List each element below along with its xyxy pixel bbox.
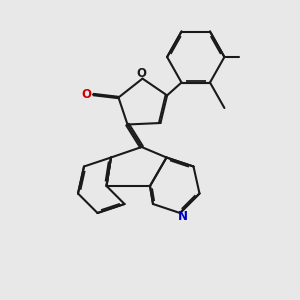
Text: O: O (81, 88, 92, 101)
Text: O: O (136, 67, 146, 80)
Text: N: N (177, 210, 188, 223)
